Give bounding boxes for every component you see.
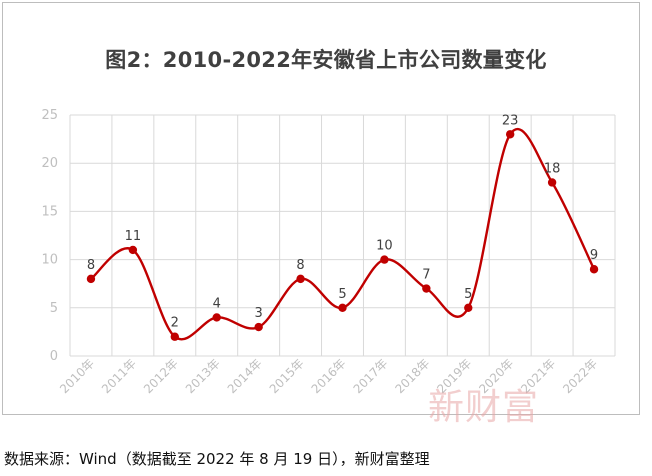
data-label: 11 — [125, 229, 142, 244]
y-tick-label: 15 — [41, 204, 58, 219]
watermark-logo: 新财富 — [428, 387, 540, 428]
chart-frame — [2, 2, 640, 415]
data-label: 10 — [376, 239, 393, 254]
x-tick-label: 2012年 — [141, 356, 181, 396]
data-label: 5 — [464, 287, 472, 302]
chart-title: 图2：2010-2022年安徽省上市公司数量变化 — [105, 48, 547, 72]
data-label: 8 — [87, 258, 95, 273]
x-tick-label: 2015年 — [267, 356, 307, 396]
x-tick-label: 2016年 — [309, 356, 349, 396]
data-label: 5 — [338, 287, 346, 302]
x-tick-label: 2022年 — [560, 356, 600, 396]
data-point — [589, 265, 599, 274]
data-point — [464, 303, 473, 312]
y-tick-label: 25 — [41, 108, 58, 123]
y-tick-label: 0 — [50, 349, 58, 364]
y-tick-label: 20 — [41, 156, 58, 171]
data-label: 7 — [422, 268, 430, 283]
x-tick-label: 2011年 — [99, 356, 139, 396]
data-point — [86, 274, 96, 284]
data-point — [128, 245, 138, 255]
data-point — [422, 284, 431, 293]
data-point — [296, 274, 305, 284]
data-label: 4 — [213, 296, 221, 311]
data-label: 9 — [590, 248, 598, 263]
data-point — [338, 303, 347, 312]
x-tick-label: 2018年 — [392, 356, 432, 396]
data-label: 2 — [171, 316, 179, 331]
data-point — [170, 332, 180, 341]
y-tick-label: 10 — [41, 253, 58, 268]
data-point — [212, 313, 221, 322]
data-label: 23 — [502, 113, 519, 128]
data-point — [380, 255, 389, 264]
x-tick-label: 2010年 — [57, 356, 97, 396]
data-label: 18 — [544, 161, 561, 176]
y-tick-label: 5 — [50, 301, 58, 316]
data-point — [254, 322, 263, 332]
data-point — [547, 178, 557, 187]
source-note: 数据来源：Wind（数据截至 2022 年 8 月 19 日），新财富整理 — [4, 450, 430, 468]
data-label: 8 — [296, 258, 304, 273]
data-point — [505, 130, 515, 139]
x-tick-label: 2013年 — [183, 356, 223, 396]
x-tick-label: 2014年 — [225, 356, 265, 396]
data-label: 3 — [255, 306, 263, 321]
x-tick-label: 2017年 — [351, 356, 391, 396]
